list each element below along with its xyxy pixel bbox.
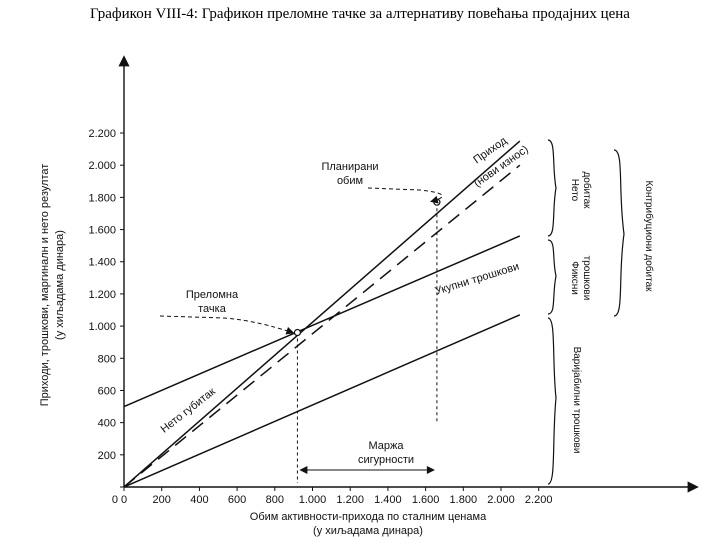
x-tick-label: 1.400 [374, 494, 402, 506]
total-costs-label: Укупни трошкови [434, 261, 521, 298]
net-profit-label-line1: Нето [569, 179, 580, 202]
x-tick-label: 1.200 [336, 494, 364, 506]
x-axis-title-line2: (у хиљадама динара) [313, 525, 423, 537]
y-tick-label: 1.200 [88, 289, 116, 301]
y-tick-label: 800 [98, 353, 116, 365]
y-tick-label: 1.400 [88, 257, 116, 269]
net-profit-label-line2: добитак [581, 171, 593, 209]
x-tick-label: 600 [228, 494, 246, 506]
net-loss-label: Нето губитак [159, 386, 218, 436]
x-tick-label: 1.600 [412, 494, 440, 506]
fixed-costs-label-line1: Фиксни [569, 261, 580, 295]
x-tick-label: 1.800 [450, 494, 478, 506]
safety-margin-label-line2: сигурности [358, 454, 414, 466]
x-tick-label: 2.000 [487, 494, 515, 506]
page-title: Графикон VIII-4: Графикон преломне тачке… [90, 6, 630, 22]
series-line [123, 314, 521, 488]
y-tick-label: 2.200 [88, 128, 116, 140]
safety-margin-arrow-left [299, 466, 308, 474]
variable-costs-brace [547, 317, 557, 485]
y-tick-label: 1.800 [88, 192, 116, 204]
planned-volume-arrow [367, 187, 443, 204]
x-tick-label: 400 [190, 494, 208, 506]
break-even-label-line2: тачка [198, 303, 227, 315]
fixed-costs-brace [547, 239, 557, 315]
y-axis-title-line1: Приходи, трошкови, маргиналн и нето резу… [39, 164, 51, 407]
safety-margin-label-line1: Маржа [369, 440, 405, 452]
y-tick-label: 400 [98, 418, 116, 430]
series-line [123, 140, 521, 488]
contribution-brace [613, 149, 625, 317]
origin-label: 0 [112, 494, 118, 506]
y-axis-title-line2: (у хиљадама динара) [54, 230, 66, 340]
series-line [123, 164, 521, 488]
fixed-costs-label-line2: трошкови [581, 256, 592, 301]
net-profit-brace [547, 139, 557, 237]
series-line [123, 235, 521, 408]
y-tick-label: 1.600 [88, 225, 116, 237]
x-tick-label: 1.000 [299, 494, 327, 506]
x-tick-label: 2.200 [525, 494, 553, 506]
break-even-point [293, 328, 302, 337]
contribution-label: Контрибуциони добитак [643, 180, 655, 292]
y-tick-label: 600 [98, 385, 116, 397]
break-even-arrow [159, 315, 295, 335]
break-even-label-line1: Преломна [186, 289, 239, 301]
y-tick-label: 1.000 [88, 321, 116, 333]
x-tick-label: 200 [153, 494, 171, 506]
x-tick-label: 800 [266, 494, 284, 506]
y-tick-label: 2.000 [88, 160, 116, 172]
variable-costs-label: Варијабилни трошкови [571, 347, 583, 454]
planned-volume-label-line2: обим [337, 175, 363, 187]
x-tick-label: 0 [121, 494, 127, 506]
planned-volume-label-line1: Планирани [321, 161, 378, 173]
x-axis-title-line1: Обим активности-прихода по сталним ценам… [250, 511, 487, 523]
y-tick-label: 200 [98, 450, 116, 462]
safety-margin-arrow-right [426, 466, 435, 474]
